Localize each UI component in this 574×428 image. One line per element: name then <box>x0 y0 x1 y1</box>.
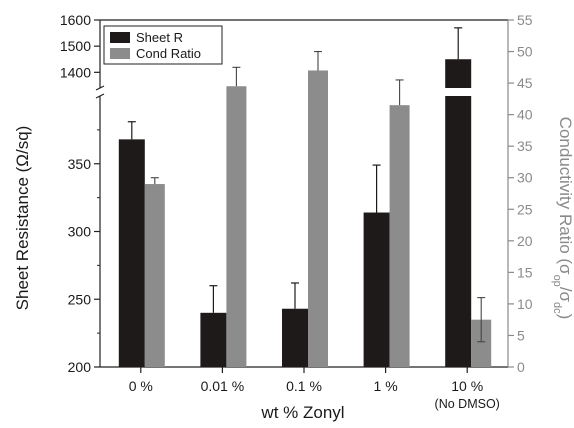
right-tick-label: 10 <box>517 296 533 312</box>
bar-sheet-r <box>445 59 472 367</box>
x-tick-label: 0 % <box>129 378 153 394</box>
left-tick-label: 300 <box>68 224 92 240</box>
bar-sheet-r <box>200 312 227 367</box>
bar-sheet-r <box>282 308 308 367</box>
x-tick-label: 10 % <box>451 378 483 394</box>
right-tick-label: 35 <box>517 138 533 154</box>
bar-break-gap <box>443 88 474 96</box>
bar-cond-ratio <box>308 70 328 368</box>
right-tick-label: 25 <box>517 201 533 217</box>
axis-break-mark-upper <box>95 85 105 91</box>
right-tick-label: 0 <box>517 359 525 375</box>
left-tick-label: 1400 <box>60 64 91 80</box>
right-tick-label: 55 <box>517 12 533 28</box>
y-axis-label-right-main: Conductivity Ratio (σ <box>556 117 574 275</box>
legend-swatch <box>110 32 130 43</box>
right-tick-label: 15 <box>517 264 533 280</box>
bar-sheet-r <box>118 139 145 367</box>
right-tick-label: 30 <box>517 170 533 186</box>
right-tick-label: 40 <box>517 107 533 123</box>
x-axis-label: wt % Zonyl <box>260 403 344 422</box>
left-tick-label: 350 <box>68 156 92 172</box>
right-tick-label: 5 <box>517 327 525 343</box>
legend-swatch <box>110 48 130 59</box>
y-axis-label-right-sub1: op <box>551 275 563 287</box>
right-tick-label: 20 <box>517 233 533 249</box>
y-axis-label-left: Sheet Resistance (Ω/sq) <box>13 126 32 311</box>
right-axis: 0 5 10 15 20 25 30 35 40 45 50 55 <box>508 12 533 375</box>
error-bars-group <box>127 27 486 343</box>
bar-sheet-r <box>363 212 390 367</box>
x-tick-label: 0.01 % <box>201 378 245 394</box>
x-tick-label: 0.1 % <box>286 378 322 394</box>
bar-cond-ratio <box>389 105 410 367</box>
left-axis: 200 250 300 350 1400 1500 1600 <box>60 12 100 375</box>
left-tick-label: 1500 <box>60 38 91 54</box>
plot-frame <box>95 19 509 368</box>
y-axis-label-right: Conductivity Ratio (σop/σdc) <box>551 117 574 320</box>
left-tick-label: 200 <box>68 359 92 375</box>
bar-cond-ratio <box>471 319 492 367</box>
y-axis-label-right-end: ) <box>556 314 574 320</box>
x-axis: 0 % 0.01 % 0.1 % 1 % 10 % (No DMSO) <box>129 367 500 411</box>
y-axis-label-right-sub2: dc <box>551 302 563 314</box>
bars-group <box>118 59 492 368</box>
y-axis-label-right-mid: /σ <box>556 287 574 303</box>
right-tick-label: 50 <box>517 44 533 60</box>
bar-cond-ratio <box>144 184 165 367</box>
left-tick-label: 250 <box>68 291 92 307</box>
right-tick-label: 45 <box>517 75 533 91</box>
axis-break-mark-lower <box>95 93 105 99</box>
left-tick-label: 1600 <box>60 12 91 28</box>
legend-entry: Sheet R <box>136 30 183 45</box>
x-tick-label: 1 % <box>374 378 398 394</box>
legend-entry: Cond Ratio <box>136 46 201 61</box>
x-tick-sublabel: (No DMSO) <box>435 397 500 411</box>
bar-cond-ratio <box>226 86 247 367</box>
